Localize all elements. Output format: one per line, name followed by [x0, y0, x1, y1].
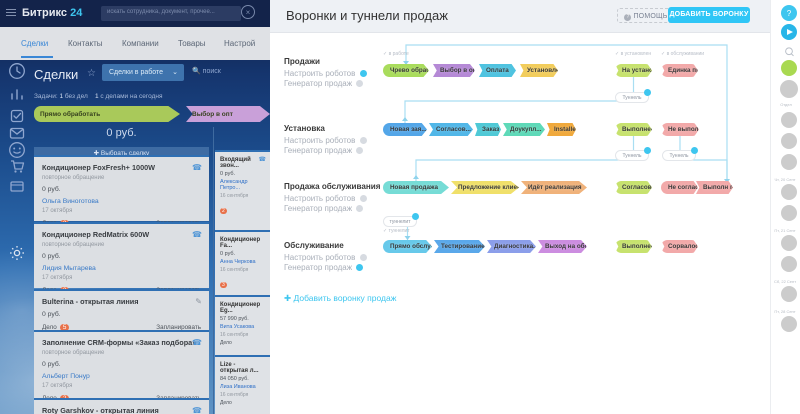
svg-text:?: ?	[787, 9, 792, 18]
